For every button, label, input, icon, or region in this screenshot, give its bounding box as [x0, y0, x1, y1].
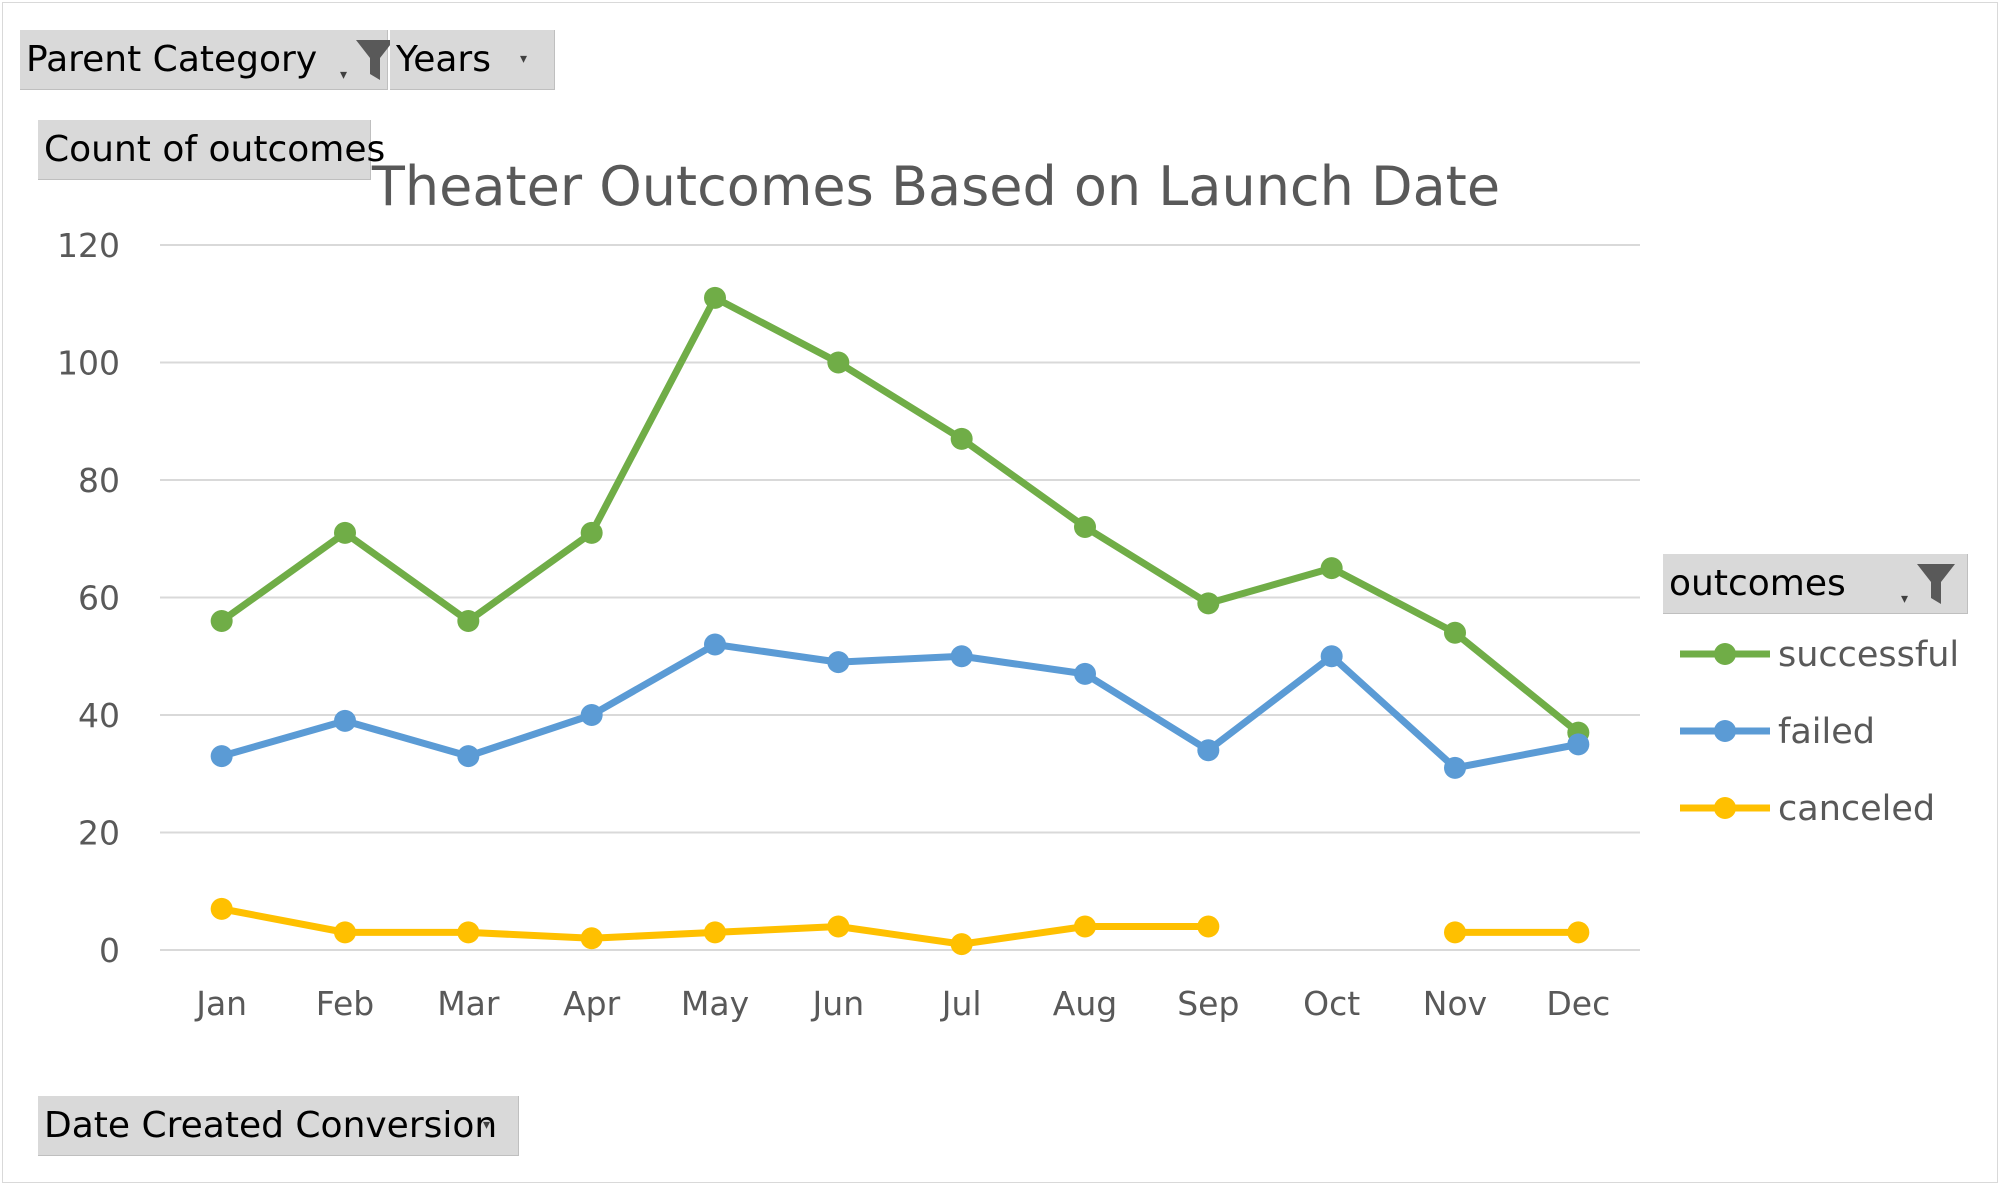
- legend-label: successful: [1778, 635, 1959, 675]
- data-point-successful: [580, 521, 603, 544]
- x-tick-label: Jan: [194, 984, 247, 1023]
- x-tick-label: Jun: [811, 984, 865, 1023]
- data-point-failed: [210, 745, 233, 768]
- data-point-canceled: [334, 921, 356, 944]
- x-tick-label: Apr: [563, 984, 621, 1023]
- data-point-successful: [1444, 621, 1466, 644]
- data-point-failed: [950, 645, 973, 668]
- legend-label: canceled: [1778, 789, 1935, 829]
- data-point-successful: [704, 286, 726, 309]
- data-point-failed: [827, 651, 850, 674]
- x-tick-label: May: [681, 984, 749, 1023]
- date-created-conversion-button[interactable]: Date Created Conversion ▾: [38, 1096, 519, 1156]
- years-filter-button[interactable]: Years ▾: [390, 30, 555, 90]
- data-point-failed: [1074, 662, 1096, 685]
- y-tick-label: 120: [57, 226, 120, 265]
- x-axis: Jan Feb Mar Apr May Jun Jul Aug Sep Oct Nov Dec: [194, 984, 1610, 1023]
- legend-item-failed: failed: [1680, 712, 1875, 752]
- data-point-successful: [950, 427, 973, 450]
- parent-category-filter-button[interactable]: Parent Category ▾: [20, 30, 394, 90]
- dropdown-arrow-icon: ▾: [483, 1117, 491, 1133]
- dropdown-arrow-icon: ▾: [520, 51, 528, 67]
- data-point-canceled: [1197, 915, 1220, 938]
- data-point-failed: [1197, 739, 1220, 762]
- x-tick-label: Oct: [1303, 984, 1360, 1023]
- x-tick-label: Feb: [316, 984, 374, 1023]
- data-point-successful: [1197, 592, 1220, 615]
- data-point-canceled: [950, 933, 973, 956]
- data-point-successful: [1320, 557, 1343, 580]
- filter-icon: [1917, 564, 1955, 604]
- chart-title: Theater Outcomes Based on Launch Date: [371, 155, 1500, 218]
- x-tick-label: Sep: [1177, 984, 1239, 1023]
- date-created-conversion-label: Date Created Conversion: [44, 1105, 498, 1146]
- series-canceled: [210, 897, 1590, 956]
- y-tick-label: 100: [57, 344, 120, 383]
- y-axis: 0 20 40 60 80 100 120: [57, 226, 120, 970]
- data-point-canceled: [210, 897, 233, 920]
- data-point-canceled: [580, 927, 603, 950]
- x-tick-label: Mar: [437, 984, 500, 1023]
- data-point-successful: [1074, 516, 1096, 538]
- x-tick-label: Aug: [1053, 984, 1117, 1023]
- count-of-outcomes-button[interactable]: Count of outcomes: [38, 120, 385, 180]
- legend-item-successful: successful: [1680, 635, 1959, 675]
- dropdown-arrow-icon: ▾: [340, 67, 348, 83]
- y-tick-label: 20: [78, 814, 120, 853]
- data-point-canceled: [1567, 921, 1590, 944]
- data-point-canceled: [1444, 921, 1466, 944]
- y-tick-label: 60: [78, 579, 120, 618]
- data-point-failed: [1567, 733, 1590, 756]
- data-point-successful: [210, 610, 233, 632]
- filter-icon: [356, 40, 394, 80]
- series-lines: [210, 286, 1590, 956]
- data-point-canceled: [1074, 915, 1096, 938]
- series-line-successful: [218, 294, 1582, 737]
- outcomes-legend-filter-button[interactable]: outcomes ▾: [1663, 554, 1968, 614]
- dropdown-arrow-icon: ▾: [1901, 591, 1909, 607]
- data-point-successful: [457, 610, 480, 632]
- data-point-canceled: [704, 921, 726, 944]
- series-line-failed: [218, 641, 1582, 772]
- legend-marker: [1714, 720, 1736, 742]
- x-tick-label: Nov: [1423, 984, 1487, 1023]
- legend-marker: [1714, 643, 1736, 665]
- x-tick-label: Dec: [1546, 984, 1610, 1023]
- y-tick-label: 40: [78, 696, 120, 735]
- y-tick-label: 80: [78, 461, 120, 500]
- data-point-canceled: [457, 921, 480, 944]
- data-point-successful: [334, 521, 356, 544]
- data-point-failed: [334, 709, 356, 732]
- x-tick-label: Jul: [940, 984, 982, 1023]
- series-failed: [210, 633, 1590, 779]
- data-point-failed: [1320, 645, 1343, 668]
- data-point-failed: [457, 745, 480, 768]
- parent-category-label: Parent Category: [26, 39, 318, 80]
- outcomes-label: outcomes: [1669, 563, 1846, 604]
- legend: successful failed canceled: [1680, 635, 1959, 829]
- legend-label: failed: [1778, 712, 1875, 752]
- gridlines: [160, 244, 1640, 951]
- y-tick-label: 0: [99, 931, 120, 970]
- series-successful: [210, 286, 1590, 744]
- data-point-successful: [827, 351, 850, 374]
- data-point-failed: [580, 704, 603, 726]
- data-point-failed: [1444, 756, 1466, 779]
- data-point-canceled: [827, 915, 850, 938]
- years-label: Years: [396, 39, 491, 80]
- count-of-outcomes-label: Count of outcomes: [44, 129, 386, 170]
- data-point-failed: [704, 633, 726, 656]
- legend-item-canceled: canceled: [1680, 789, 1935, 829]
- legend-marker: [1714, 797, 1736, 819]
